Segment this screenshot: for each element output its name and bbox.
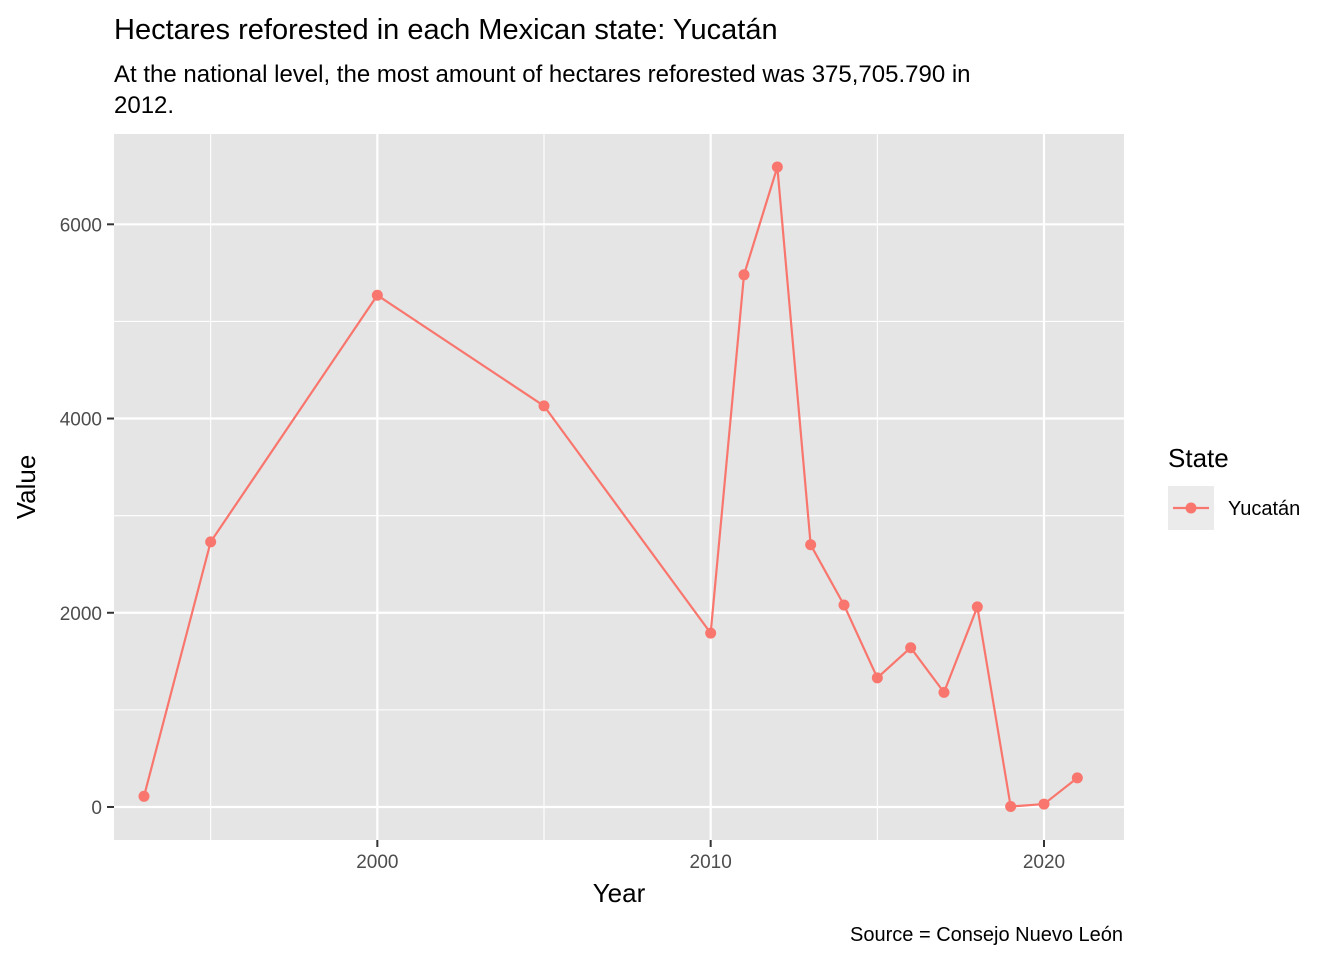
data-point [871, 672, 883, 684]
y-tick-label: 2000 [60, 604, 102, 625]
minor-gridlines [114, 134, 1124, 840]
data-point [705, 627, 717, 639]
x-tick-label: 2000 [356, 852, 398, 873]
data-point [138, 790, 150, 802]
series-layer [138, 161, 1083, 812]
data-point [771, 161, 783, 173]
legend-label: Yucatán [1228, 498, 1300, 520]
x-axis-ticks: 2000 2010 2020 [356, 840, 1065, 873]
chart-title: Hectares reforested in each Mexican stat… [114, 14, 778, 46]
legend-items: Yucatán [1168, 486, 1300, 530]
data-point [205, 536, 217, 548]
data-point [938, 686, 950, 698]
data-point [971, 601, 983, 613]
data-point [905, 642, 917, 654]
legend-title: State [1168, 443, 1229, 473]
y-tick-label: 0 [91, 798, 102, 819]
data-point [1038, 798, 1050, 810]
legend: State Yucatán [1168, 443, 1300, 530]
chart-subtitle-line-2: 2012. [114, 92, 174, 119]
y-axis-title: Value [11, 455, 41, 520]
x-tick-label: 2020 [1023, 852, 1065, 873]
data-point [805, 539, 817, 551]
y-tick-label: 6000 [60, 215, 102, 236]
series-line-0 [142, 165, 1079, 808]
chart-caption: Source = Consejo Nuevo León [850, 924, 1123, 946]
data-point [738, 269, 750, 281]
major-gridlines [114, 134, 1124, 840]
plot-panel [114, 134, 1124, 840]
data-point [538, 400, 550, 412]
y-tick-label: 4000 [60, 410, 102, 431]
y-axis-ticks: 0 2000 4000 6000 [60, 215, 114, 819]
data-point [1071, 772, 1083, 784]
chart-subtitle-line-1: At the national level, the most amount o… [114, 61, 971, 88]
x-tick-label: 2010 [690, 852, 732, 873]
data-point [1005, 800, 1017, 812]
data-point [838, 599, 850, 611]
legend-key-point [1185, 502, 1197, 514]
x-axis-title: Year [593, 878, 646, 908]
data-point [371, 289, 383, 301]
